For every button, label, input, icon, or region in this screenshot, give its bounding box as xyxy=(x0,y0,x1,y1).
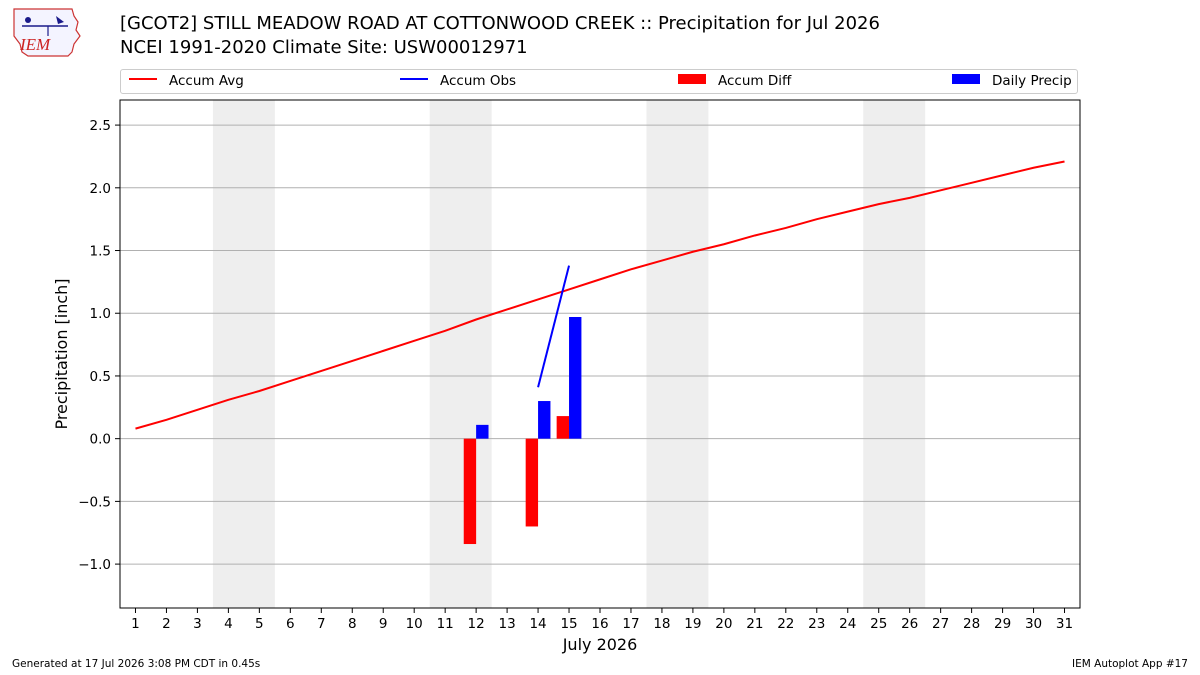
bar-accum-diff xyxy=(556,416,570,439)
x-tick-label: 31 xyxy=(1056,616,1073,632)
x-tick-label: 12 xyxy=(468,616,485,632)
y-tick-label: 1.5 xyxy=(90,244,111,260)
legend-item-accum-obs: Accum Obs xyxy=(400,70,516,93)
x-tick-label: 25 xyxy=(870,616,887,632)
x-tick-label: 2 xyxy=(162,616,171,632)
x-tick-label: 10 xyxy=(406,616,423,632)
weekend-band xyxy=(863,100,926,608)
legend-item-accum-avg: Accum Avg xyxy=(129,70,244,93)
y-tick-label: 1.0 xyxy=(90,306,111,322)
weekend-band xyxy=(429,100,492,608)
x-tick-label: 9 xyxy=(379,616,388,632)
weekend-band xyxy=(212,100,275,608)
x-tick-label: 7 xyxy=(317,616,326,632)
y-tick-label: −0.5 xyxy=(78,494,111,510)
line-accum-obs xyxy=(537,265,571,388)
weekend-band xyxy=(646,100,709,608)
x-tick-label: 14 xyxy=(529,616,546,632)
x-tick-label: 1 xyxy=(131,616,140,632)
x-tick-label: 19 xyxy=(684,616,701,632)
y-tick-label: −1.0 xyxy=(78,557,111,573)
line-accum-avg xyxy=(135,160,1065,430)
footer-generated: Generated at 17 Jul 2026 3:08 PM CDT in … xyxy=(12,658,261,670)
x-tick-label: 3 xyxy=(193,616,202,632)
x-tick-label: 30 xyxy=(1025,616,1042,632)
x-tick-label: 16 xyxy=(591,616,608,632)
x-tick-label: 27 xyxy=(932,616,949,632)
x-tick-label: 23 xyxy=(808,616,825,632)
footer-app: IEM Autoplot App #17 xyxy=(1072,658,1188,670)
y-tick-label: 0.5 xyxy=(90,369,111,385)
legend-label: Accum Diff xyxy=(718,73,792,89)
x-tick-label: 26 xyxy=(901,616,918,632)
legend-label: Accum Obs xyxy=(440,73,517,89)
chart-title: [GCOT2] STILL MEADOW ROAD AT COTTONWOOD … xyxy=(120,13,880,34)
x-tick-label: 5 xyxy=(255,616,264,632)
y-tick-label: 2.0 xyxy=(90,181,111,197)
y-axis-label: Precipitation [inch] xyxy=(52,278,71,429)
x-tick-label: 21 xyxy=(746,616,763,632)
x-tick-label: 29 xyxy=(994,616,1011,632)
bar-daily-precip xyxy=(569,316,582,439)
legend-swatch-accum-obs xyxy=(400,78,428,80)
x-tick-label: 22 xyxy=(777,616,794,632)
bar-daily-precip xyxy=(538,401,551,439)
x-tick-label: 24 xyxy=(839,616,856,632)
iem-logo: IEM xyxy=(13,8,81,57)
x-tick-label: 18 xyxy=(653,616,670,632)
x-tick-label: 4 xyxy=(224,616,233,632)
x-tick-label: 6 xyxy=(286,616,295,632)
legend-swatch-daily-precip xyxy=(952,74,980,84)
x-tick-label: 8 xyxy=(348,616,357,632)
x-tick-label: 11 xyxy=(437,616,454,632)
chart-subtitle: NCEI 1991-2020 Climate Site: USW00012971 xyxy=(120,37,528,58)
y-tick-label: 2.5 xyxy=(90,118,111,134)
bar-accum-diff xyxy=(525,438,539,527)
x-tick-label: 17 xyxy=(622,616,639,632)
legend-swatch-accum-diff xyxy=(678,74,706,84)
legend-label: Daily Precip xyxy=(992,73,1072,89)
legend-label: Accum Avg xyxy=(169,73,244,89)
bar-daily-precip xyxy=(476,424,489,439)
legend-swatch-accum-avg xyxy=(129,78,157,80)
x-axis-label: July 2026 xyxy=(562,635,638,654)
x-tick-label: 28 xyxy=(963,616,980,632)
x-tick-label: 13 xyxy=(499,616,516,632)
legend: Accum Avg Accum Obs Accum Diff Daily Pre… xyxy=(120,69,1078,94)
legend-item-daily-precip: Daily Precip xyxy=(952,70,1072,93)
y-tick-label: 0.0 xyxy=(90,432,111,448)
logo-text: IEM xyxy=(19,35,51,54)
legend-item-accum-diff: Accum Diff xyxy=(678,70,791,93)
x-tick-label: 20 xyxy=(715,616,732,632)
x-tick-label: 15 xyxy=(560,616,577,632)
bar-accum-diff xyxy=(463,438,477,545)
